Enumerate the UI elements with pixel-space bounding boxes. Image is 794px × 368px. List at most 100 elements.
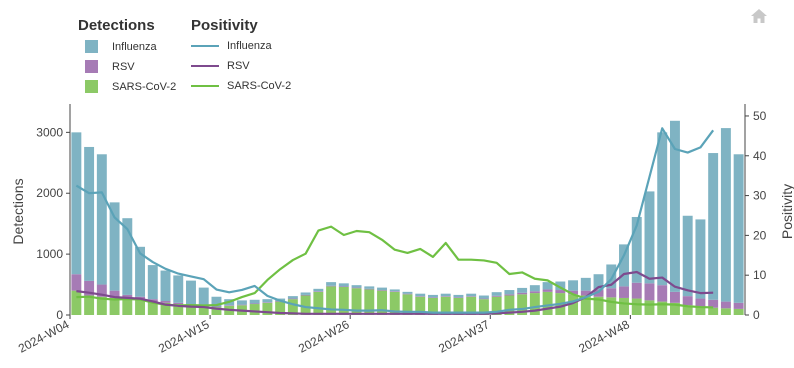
legend-label: Influenza bbox=[227, 40, 272, 52]
bar-sars-cov-2 bbox=[453, 297, 464, 315]
home-icon bbox=[751, 9, 767, 23]
bar-sars-cov-2 bbox=[338, 286, 349, 315]
bar-influenza bbox=[682, 215, 693, 297]
bar-rsv bbox=[517, 292, 528, 295]
bar-rsv bbox=[453, 297, 464, 298]
x-tick-label: 2024-W04 bbox=[16, 317, 72, 356]
bar-rsv bbox=[682, 296, 693, 306]
swatch-positivity-influenza bbox=[191, 45, 219, 47]
bar-rsv bbox=[491, 295, 502, 297]
swatch-positivity-rsv bbox=[191, 65, 219, 67]
bar-influenza bbox=[504, 290, 515, 295]
bar-sars-cov-2 bbox=[517, 294, 528, 315]
bar-sars-cov-2 bbox=[428, 297, 438, 315]
bar-influenza bbox=[147, 265, 158, 300]
legend-item-detections-influenza[interactable]: Influenza bbox=[85, 40, 157, 53]
bar-sars-cov-2 bbox=[504, 295, 515, 315]
bar-sars-cov-2 bbox=[147, 301, 158, 315]
bar-sars-cov-2 bbox=[287, 299, 298, 315]
bar-influenza bbox=[71, 132, 82, 275]
bar-sars-cov-2 bbox=[491, 296, 502, 315]
bar-sars-cov-2 bbox=[478, 299, 489, 315]
bar-influenza bbox=[160, 270, 171, 301]
bar-rsv bbox=[733, 302, 744, 309]
legend-item-positivity-influenza[interactable]: Influenza bbox=[191, 40, 272, 52]
y2-tick-label: 0 bbox=[753, 308, 760, 322]
legend-label: Influenza bbox=[112, 40, 157, 53]
bar-sars-cov-2 bbox=[682, 305, 693, 315]
bar-sars-cov-2 bbox=[364, 289, 375, 315]
bar-influenza bbox=[466, 293, 477, 297]
bar-influenza bbox=[249, 299, 260, 304]
legend-item-detections-sars-cov-2[interactable]: SARS-CoV-2 bbox=[85, 80, 176, 93]
bar-influenza bbox=[326, 282, 337, 286]
swatch-detections-rsv bbox=[85, 60, 98, 73]
bar-sars-cov-2 bbox=[733, 308, 744, 315]
bar-rsv bbox=[377, 290, 387, 291]
bar-influenza bbox=[542, 282, 553, 290]
swatch-positivity-sars-cov-2 bbox=[191, 85, 219, 87]
bar-influenza bbox=[708, 153, 719, 300]
legend-label: RSV bbox=[227, 60, 250, 72]
bar-sars-cov-2 bbox=[606, 297, 617, 315]
bar-influenza bbox=[631, 216, 642, 283]
bar-rsv bbox=[338, 286, 349, 287]
bar-sars-cov-2 bbox=[96, 296, 107, 315]
bar-influenza bbox=[338, 283, 349, 287]
bar-influenza bbox=[351, 285, 362, 288]
bar-influenza bbox=[720, 128, 731, 302]
legend-label: SARS-CoV-2 bbox=[227, 80, 292, 92]
bar-rsv bbox=[466, 296, 477, 297]
x-tick-label: 2024-W26 bbox=[296, 317, 352, 356]
bar-influenza bbox=[478, 295, 489, 299]
y-tick-label: 0 bbox=[56, 308, 63, 322]
bar-rsv bbox=[249, 303, 260, 305]
x-tick-label: 2024-W15 bbox=[156, 317, 212, 356]
bar-influenza bbox=[593, 274, 604, 291]
bar-sars-cov-2 bbox=[84, 295, 95, 315]
bar-influenza bbox=[96, 154, 107, 285]
bar-rsv bbox=[529, 291, 540, 294]
bar-sars-cov-2 bbox=[249, 304, 260, 315]
bar-sars-cov-2 bbox=[415, 296, 426, 315]
bar-sars-cov-2 bbox=[160, 302, 171, 315]
bar-sars-cov-2 bbox=[313, 291, 324, 315]
legend-item-positivity-rsv[interactable]: RSV bbox=[191, 60, 250, 72]
bar-rsv bbox=[236, 304, 247, 306]
bar-influenza bbox=[389, 289, 400, 292]
bar-sars-cov-2 bbox=[466, 296, 477, 315]
y2-tick-label: 20 bbox=[753, 228, 767, 242]
bar-influenza bbox=[186, 280, 196, 305]
y2-axis-title: Positivity bbox=[779, 184, 794, 239]
bar-rsv bbox=[542, 289, 553, 292]
bar-influenza bbox=[428, 294, 438, 298]
y-axis-title: Detections bbox=[10, 178, 26, 244]
bar-sars-cov-2 bbox=[529, 293, 540, 315]
bar-rsv bbox=[96, 284, 107, 297]
bar-sars-cov-2 bbox=[657, 301, 668, 315]
bar-sars-cov-2 bbox=[669, 302, 680, 315]
bar-sars-cov-2 bbox=[720, 308, 731, 315]
bar-rsv bbox=[631, 282, 642, 299]
y-tick-label: 2000 bbox=[36, 186, 63, 200]
bar-influenza bbox=[695, 219, 706, 299]
bar-influenza bbox=[173, 275, 184, 303]
bar-influenza bbox=[453, 294, 464, 298]
bar-rsv bbox=[224, 305, 235, 306]
bar-sars-cov-2 bbox=[580, 295, 591, 315]
x-tick-label: 2024-W37 bbox=[436, 317, 492, 356]
legend-title-positivity: Positivity bbox=[191, 17, 258, 34]
bar-influenza bbox=[606, 264, 617, 289]
bar-sars-cov-2 bbox=[326, 286, 337, 315]
bar-sars-cov-2 bbox=[593, 296, 604, 315]
bar-influenza bbox=[644, 191, 655, 284]
legend-item-detections-rsv[interactable]: RSV bbox=[85, 60, 135, 73]
bar-sars-cov-2 bbox=[351, 288, 362, 315]
bar-rsv bbox=[568, 290, 579, 295]
legend-label: RSV bbox=[112, 60, 135, 73]
bar-influenza bbox=[619, 244, 629, 287]
legend-item-positivity-sars-cov-2[interactable]: SARS-CoV-2 bbox=[191, 80, 291, 92]
home-button[interactable] bbox=[750, 8, 768, 24]
bar-sars-cov-2 bbox=[402, 294, 413, 315]
